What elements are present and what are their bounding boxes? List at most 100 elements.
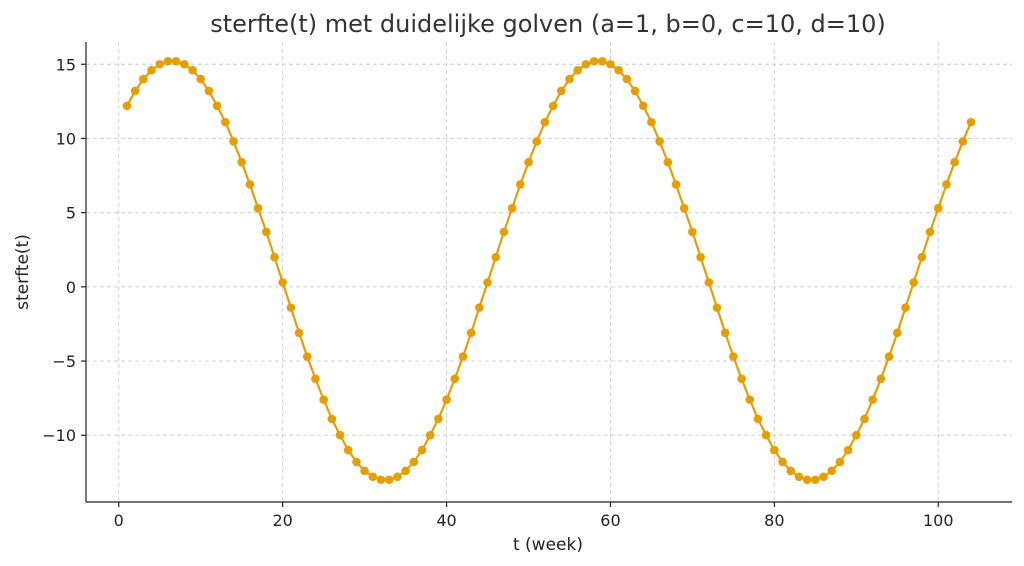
data-point [352,457,361,467]
data-point [688,227,697,237]
data-point [753,414,763,424]
data-point [606,59,615,69]
data-point [868,395,877,404]
grid [86,42,1012,502]
data-point [638,101,648,111]
data-point [171,56,181,66]
data-point [860,414,869,424]
x-tick-label: 20 [272,511,292,530]
data-point [548,101,558,111]
data-point [442,395,451,404]
data-point [892,328,902,338]
data-point [794,472,804,482]
series [122,56,976,485]
data-point [876,374,886,384]
data-point [507,203,517,213]
data-point [524,157,533,167]
data-point [802,475,812,485]
data-point [270,252,279,262]
data-point [745,395,755,404]
data-point [409,457,419,467]
data-point [581,59,591,69]
data-point [229,137,238,146]
data-point [556,86,566,96]
data-point [417,445,427,455]
data-point [434,414,443,424]
data-point [671,180,681,189]
y-tick-label: 5 [66,204,76,223]
data-point [573,65,582,75]
y-axis-label: sterfte(t) [13,234,33,310]
data-point [483,278,492,287]
x-tick-label: 60 [600,511,620,530]
data-point [499,227,509,237]
data-point [655,137,664,146]
data-point [237,157,246,167]
data-point [311,374,320,384]
data-point [950,157,959,167]
data-point [245,180,255,189]
data-point [393,472,402,482]
data-point [909,278,918,287]
data-point [901,303,910,312]
data-point [786,466,796,476]
y-tick-label: −5 [52,352,76,371]
data-point [917,252,927,262]
data-point [565,74,574,84]
data-point [147,65,156,75]
data-point [532,137,542,146]
data-point [589,56,599,66]
data-point [384,475,394,485]
data-point [212,101,222,111]
chart-title: sterfte(t) met duidelijke golven (a=1, b… [210,10,886,38]
data-point [958,137,968,146]
data-point [835,457,845,467]
data-point [933,203,943,213]
data-point [696,252,705,262]
data-point [663,157,673,167]
data-point [155,59,165,69]
data-point [196,74,206,84]
data-point [204,86,214,96]
x-tick-label: 0 [114,511,124,530]
data-point [294,328,304,338]
data-point [327,414,337,424]
data-point [778,457,787,467]
ticks: 0 20 40 60 80 100 −10 −5 0 5 10 15 [42,55,953,530]
data-point [122,101,132,111]
data-point [647,117,656,127]
data-point [360,466,369,476]
data-point [811,475,820,485]
y-tick-label: 10 [56,129,76,148]
data-point [827,466,837,476]
data-point [376,475,386,485]
data-point [450,374,460,384]
data-point [163,56,173,66]
data-point [630,86,640,96]
data-point [770,445,779,455]
y-tick-label: −10 [42,426,76,445]
data-point [286,303,296,312]
data-point [761,430,771,440]
axes [85,42,1012,503]
data-point [261,227,271,237]
data-point [221,117,230,127]
data-point [597,56,607,66]
data-point [729,352,738,361]
data-point [491,252,501,262]
data-point [188,65,197,75]
data-point [180,59,189,69]
data-point [343,445,353,455]
data-point [466,328,476,338]
data-point [712,303,722,312]
data-point [458,352,468,361]
data-point [925,227,935,237]
data-point [884,352,894,361]
data-point [852,430,861,440]
data-point [704,278,714,287]
x-tick-label: 80 [764,511,784,530]
y-tick-label: 15 [56,55,76,74]
data-point [966,117,976,127]
data-point [819,472,828,482]
